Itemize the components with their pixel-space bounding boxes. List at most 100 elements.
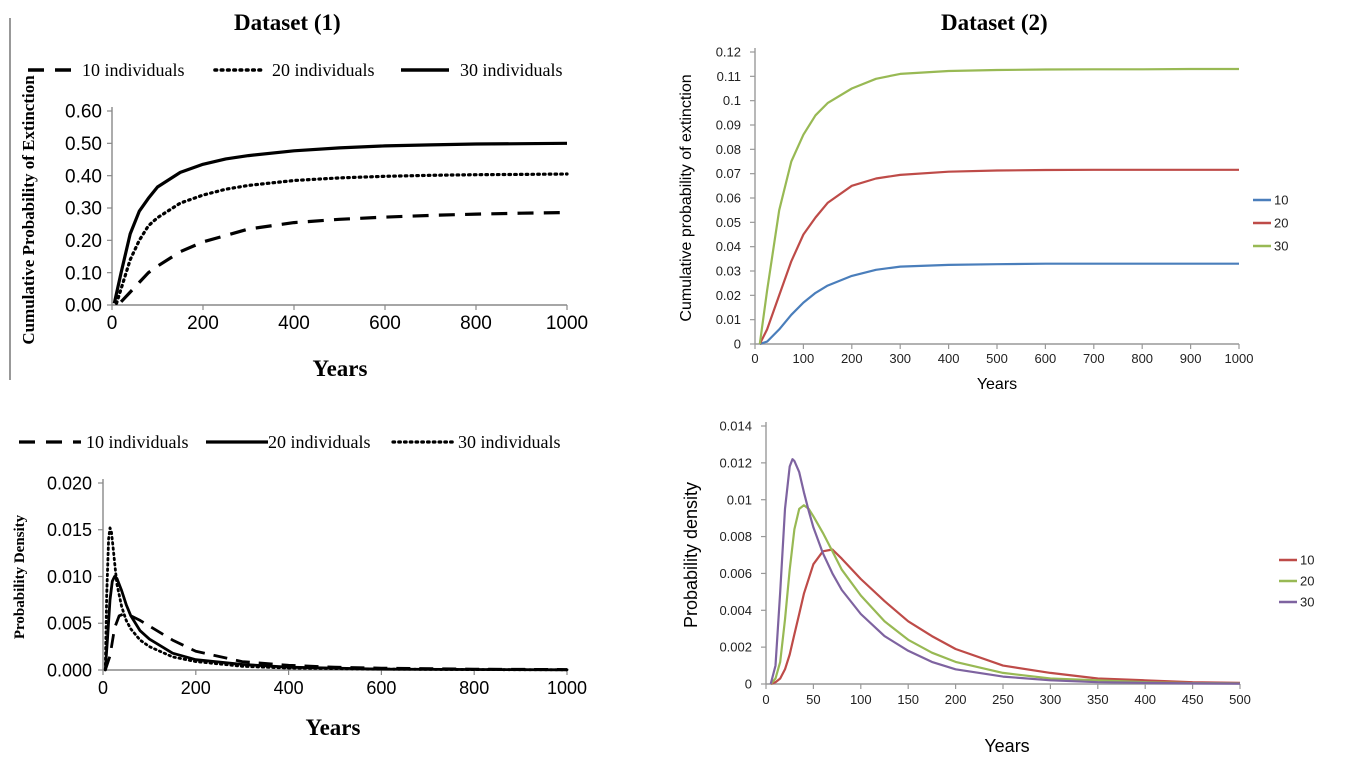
y-tick-label: 0.010 [47,567,92,587]
x-tick-label: 1000 [547,678,587,698]
x-tick-label: 700 [1083,351,1105,366]
chart-dataset-1-density: 0 200 400 600 800 1000 0.000 0.005 0.010 0.015 0.0… [0,395,673,757]
y-tick-label: 0.07 [716,166,741,181]
x-tick-label: 350 [1087,692,1109,707]
y-tick-label: 0.12 [716,45,741,60]
series-line-3 [112,141,568,304]
chart-svg: 0 50 100 150 200 250 300 350 400 450 500 0 0.002 0.00… [681,419,1314,756]
chart-svg: 0 100 200 300 400 500 600 700 800 900 1000 0 0.01 0.0… [678,45,1288,393]
legend-label: 30 individuals [460,60,563,80]
y-tick-label: 0.005 [47,614,92,634]
y-tick-label: 0.1 [723,93,741,108]
x-tick-label: 600 [369,313,401,334]
x-tick-label: 400 [274,678,304,698]
y-tick-label: 0.09 [716,118,741,133]
x-tick-label: 300 [889,351,911,366]
x-axis-label: Years [984,736,1029,756]
x-tick-label: 800 [1131,351,1153,366]
dataset-1-title: Dataset (1) [234,10,341,35]
x-tick-label: 100 [850,692,872,707]
chart-dataset-1-cumulative: 0 200 400 600 800 1000 0.00 0.10 0.20 0.30 0.40 0.5… [0,0,673,395]
series-line-3 [758,67,1239,345]
chart-svg: 0 200 400 600 800 1000 0.00 0.10 0.20 0.30 0.40 0.5… [9,18,588,381]
x-tick-label: 500 [986,351,1008,366]
x-tick-label: 50 [806,692,820,707]
x-tick-label: 0 [98,678,108,698]
legend-label: 10 [1274,193,1288,208]
y-tick-label: 0.014 [719,419,752,434]
y-tick-label: 0.01 [727,492,752,507]
x-tick-label: 600 [366,678,396,698]
x-tick-label: 400 [1134,692,1156,707]
chart-svg: 0 200 400 600 800 1000 0.000 0.005 0.010 0.015 0.0… [12,432,587,740]
x-tick-label: 450 [1182,692,1204,707]
series-line-1 [770,548,1241,686]
x-tick-label: 1000 [1225,351,1254,366]
y-tick-label: 0.004 [719,603,752,618]
y-tick-label: 0.06 [716,191,741,206]
x-tick-label: 0 [762,692,769,707]
y-tick-label: 0.03 [716,264,741,279]
legend-label: 30 [1300,595,1314,610]
y-tick-label: 0.006 [719,566,752,581]
y-tick-label: 0.08 [716,142,741,157]
y-axis-label: Probability Density [12,514,28,639]
x-axis-label: Years [306,715,361,740]
y-axis-label: Cumulative Probability of Extinction [19,75,38,345]
y-axis-label: Probability density [681,482,701,628]
x-tick-label: 1000 [546,313,588,334]
legend-label: 20 individuals [268,432,371,452]
y-tick-label: 0.01 [716,312,741,327]
x-tick-label: 250 [992,692,1014,707]
y-tick-label: 0.002 [719,640,752,655]
series-line-2 [758,168,1239,345]
series-line-3 [103,526,569,672]
x-tick-label: 300 [1040,692,1062,707]
y-tick-label: 0 [734,337,741,352]
x-tick-label: 0 [751,351,758,366]
legend-label: 10 [1300,553,1314,568]
y-tick-label: 0.00 [65,296,102,317]
y-axis-label: Cumulative probability of extinction [678,74,695,321]
legend-label: 20 individuals [272,60,375,80]
y-tick-label: 0.000 [47,660,92,680]
y-tick-label: 0.10 [65,263,102,284]
x-tick-label: 800 [460,313,492,334]
legend-label: 10 individuals [86,432,189,452]
x-tick-label: 0 [107,313,118,334]
chart-dataset-2-density: 0 50 100 150 200 250 300 350 400 450 500 0 0.002 0.00… [673,395,1346,757]
y-tick-label: 0.008 [719,529,752,544]
series-line-1 [103,612,568,671]
y-tick-label: 0.40 [65,166,102,187]
x-tick-label: 200 [181,678,211,698]
x-axis-label: Years [977,376,1017,393]
x-tick-label: 200 [945,692,967,707]
series-line-2 [769,504,1241,685]
y-tick-label: 0.05 [716,215,741,230]
y-tick-label: 0.04 [716,239,741,254]
y-tick-label: 0 [745,677,752,692]
y-tick-label: 0.30 [65,199,102,220]
legend-label: 10 individuals [82,60,185,80]
y-tick-label: 0.02 [716,288,741,303]
y-tick-label: 0.50 [65,134,102,155]
x-tick-label: 400 [938,351,960,366]
x-tick-label: 500 [1229,692,1251,707]
legend-label: 30 [1274,239,1288,254]
y-tick-label: 0.020 [47,473,92,493]
series-line-1 [119,210,568,303]
series-line-3 [769,458,1241,685]
y-tick-label: 0.015 [47,520,92,540]
y-tick-label: 0.20 [65,231,102,252]
x-tick-label: 200 [187,313,219,334]
x-tick-label: 200 [841,351,863,366]
x-tick-label: 150 [897,692,919,707]
y-tick-label: 0.11 [717,69,741,84]
legend-label: 30 individuals [458,432,561,452]
x-tick-label: 400 [278,313,310,334]
series-line-1 [759,262,1239,346]
legend-label: 20 [1300,574,1314,589]
x-tick-label: 900 [1180,351,1202,366]
y-tick-label: 0.60 [65,102,102,123]
